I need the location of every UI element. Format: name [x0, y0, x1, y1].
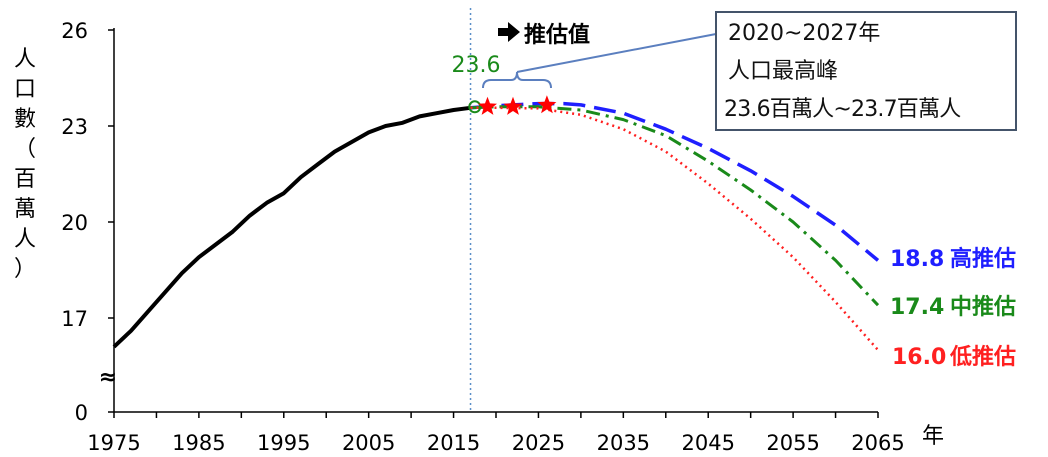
- series-label-low: 16.0 低推估: [892, 345, 1016, 370]
- series-line-1: [470, 101, 880, 262]
- annotation-line-1: 2020~2027年: [728, 21, 880, 46]
- y-tick-label: 0: [75, 401, 88, 425]
- x-tick-label: 1985: [172, 431, 225, 455]
- x-tick-label: 2015: [427, 431, 480, 455]
- peak-star-marker: [478, 96, 497, 115]
- series-mid-value: 17.4: [890, 295, 944, 320]
- x-tick-label: 2045: [681, 431, 734, 455]
- x-tick-label: 2055: [766, 431, 819, 455]
- peak-annotation-box: 2020~2027年 人口最高峰 23.6百萬人~23.7百萬人: [715, 11, 1017, 131]
- series-line-3: [470, 106, 879, 351]
- series-mid-name: 中推估: [950, 295, 1016, 320]
- projection-label: 推估值: [524, 22, 590, 48]
- y-tick-label: 20: [61, 211, 88, 235]
- series-line-0: [112, 105, 471, 349]
- marker-layer: [468, 95, 557, 115]
- y-tick-label: 17: [61, 307, 88, 331]
- annotation-box-frame: [715, 11, 1017, 131]
- axes-layer: 0 17 20 23 26 1975 1985 1995 2005 2015 2025 2035 204…: [61, 8, 905, 455]
- series-low-name: 低推估: [949, 345, 1016, 370]
- series-high-value: 18.8: [890, 247, 944, 272]
- series-low-value: 16.0: [892, 345, 946, 370]
- x-tick-label: 1995: [257, 431, 310, 455]
- y-tick-label: 23: [61, 115, 88, 139]
- y-tick-label: 26: [61, 19, 88, 43]
- y-axis-label: 人口數（百萬人）: [14, 47, 36, 282]
- right-arrow-icon: [498, 22, 520, 42]
- peak-value-label: 23.6: [452, 53, 501, 78]
- x-tick-label: 2005: [342, 431, 395, 455]
- series-label-high: 18.8 高推估: [890, 246, 1016, 272]
- series-high-name: 高推估: [950, 246, 1016, 272]
- x-tick-label: 2065: [851, 431, 904, 455]
- x-tick-label: 2035: [597, 431, 650, 455]
- series-label-mid: 17.4 中推估: [890, 295, 1016, 320]
- series-layer: [112, 101, 880, 351]
- x-axis-label: 年: [922, 424, 944, 449]
- annotation-connector: [516, 33, 717, 73]
- y-axis-break-symbol: ≈: [99, 365, 117, 390]
- peak-star-marker: [537, 95, 557, 114]
- annotation-line-2: 人口最高峰: [728, 59, 838, 84]
- x-tick-label: 1975: [87, 431, 140, 455]
- start-circle-marker: [468, 100, 482, 114]
- annotation-line-3: 23.6百萬人~23.7百萬人: [724, 97, 961, 122]
- series-line-2: [470, 105, 880, 307]
- peak-star-marker: [503, 96, 523, 115]
- x-tick-label: 2025: [512, 431, 565, 455]
- projection-indicator: 推估值: [498, 22, 590, 48]
